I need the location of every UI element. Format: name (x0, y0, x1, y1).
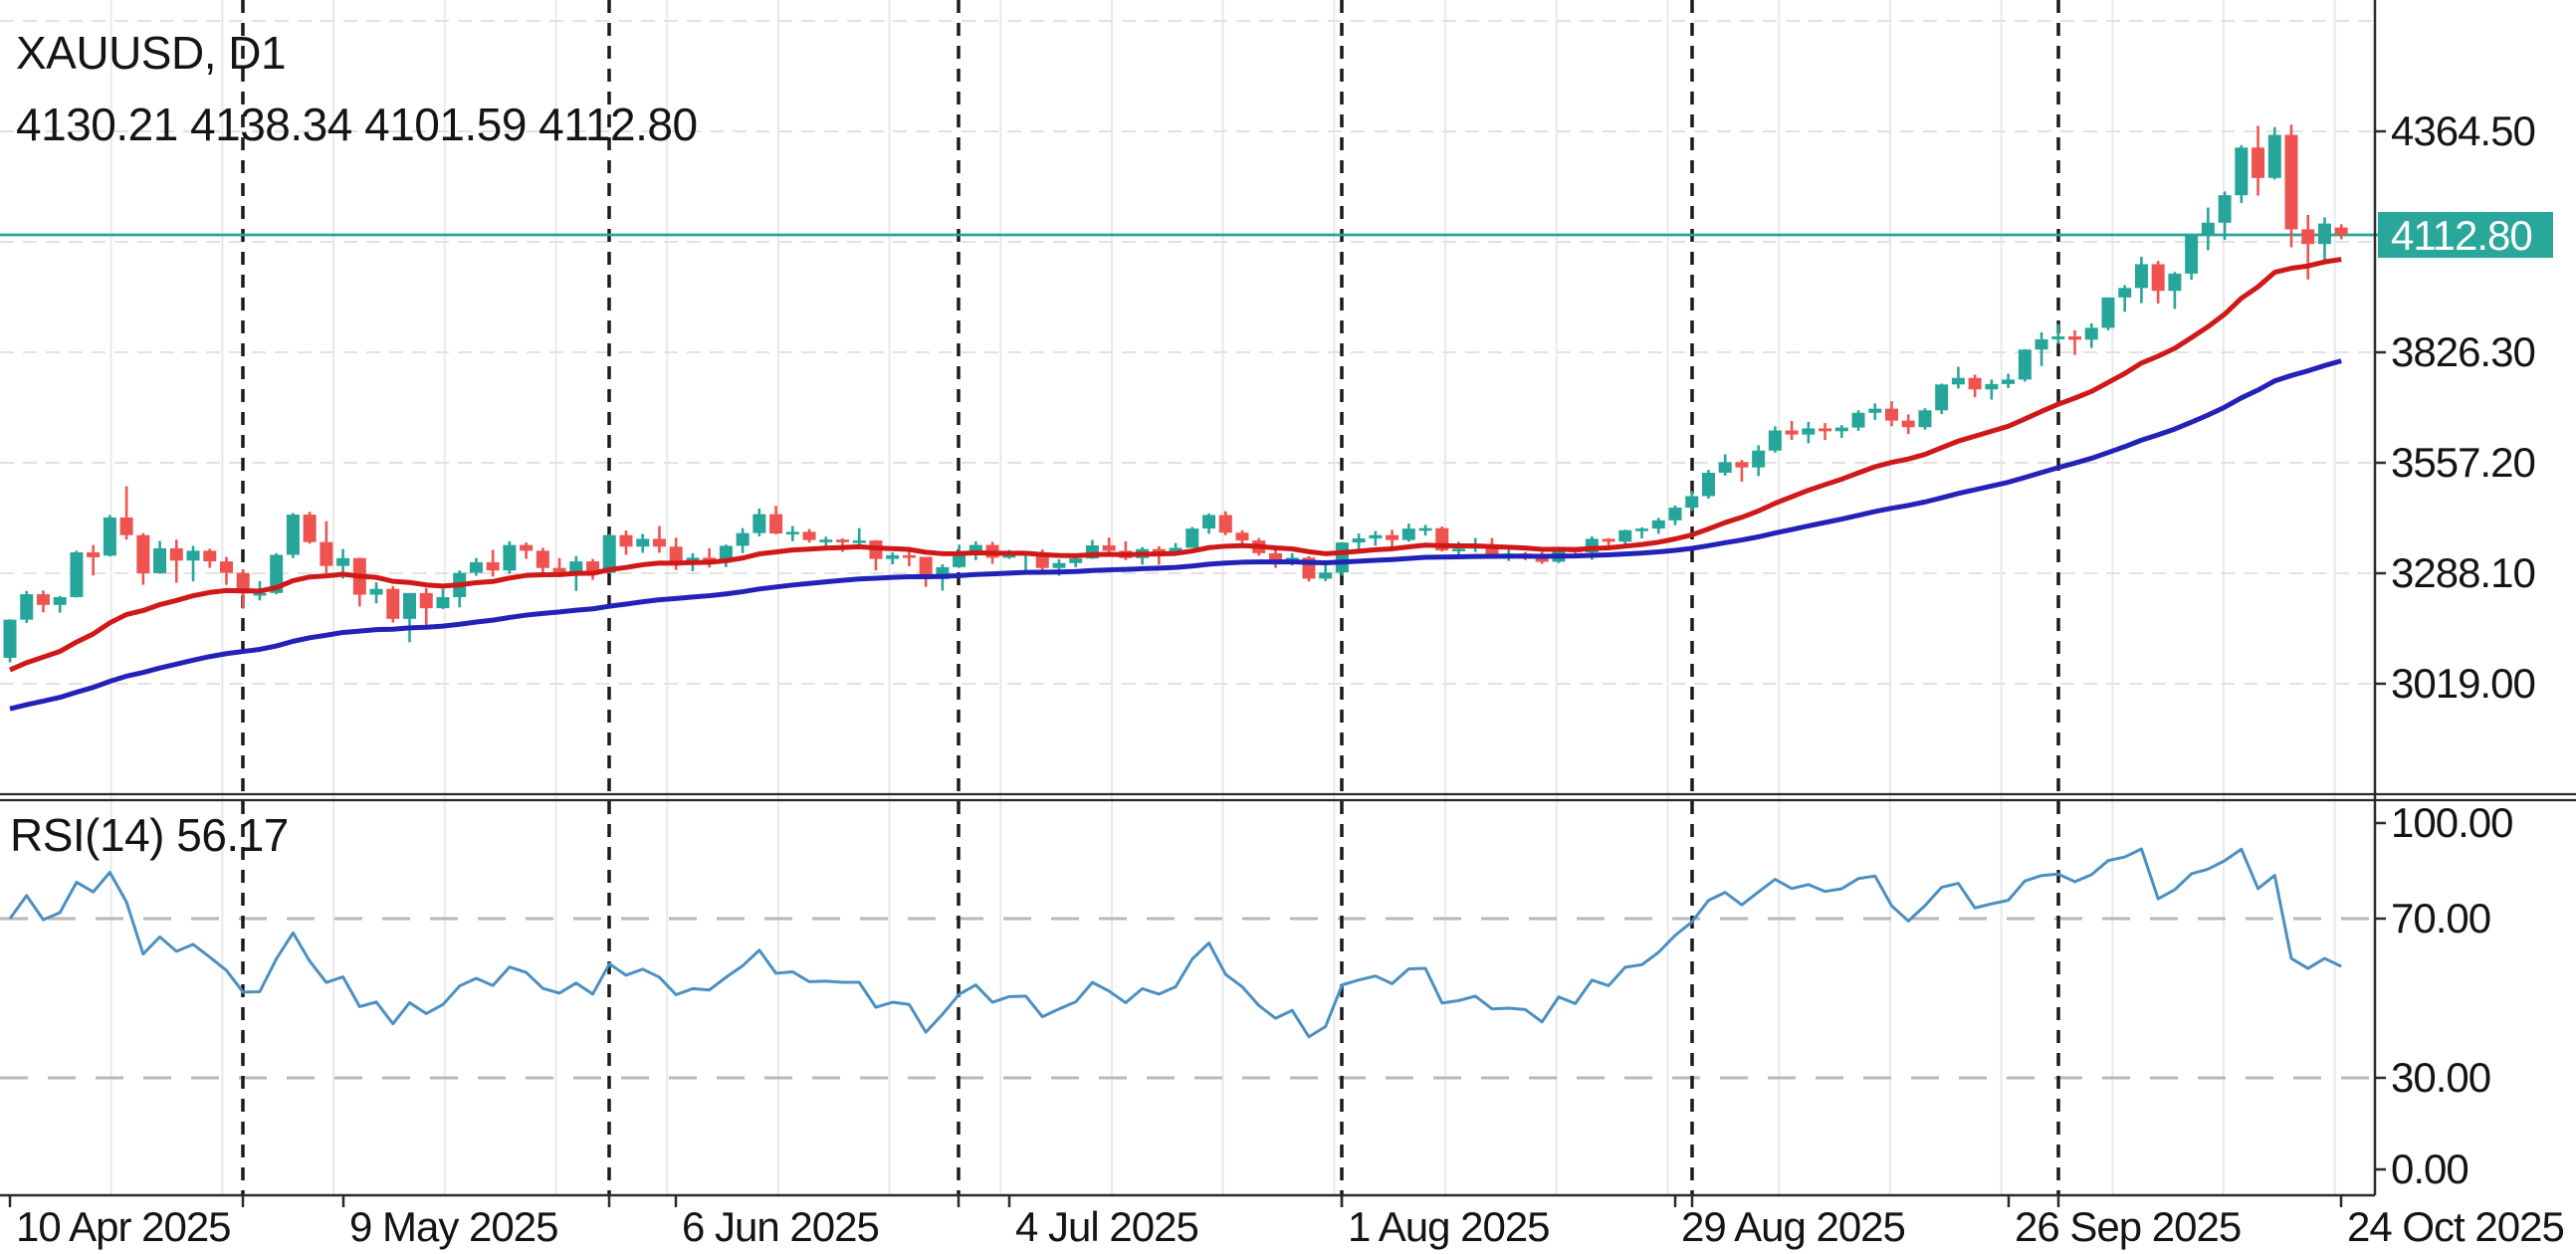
time-axis-label: 9 May 2025 (349, 1203, 557, 1250)
time-axis-label: 29 Aug 2025 (1681, 1203, 1905, 1250)
ma-fast-line (9, 257, 2342, 673)
price-axis-label: 3826.30 (2391, 328, 2535, 375)
rsi-axis-label: 70.00 (2391, 895, 2490, 941)
price-axis-label: 3557.20 (2391, 439, 2535, 486)
time-axis-label: 10 Apr 2025 (16, 1203, 231, 1250)
rsi-axis-label: 100.00 (2391, 799, 2512, 846)
ma-slow-line (9, 358, 2342, 712)
price-axis-label: 3288.10 (2391, 549, 2535, 596)
current-price-tag-text: 4112.80 (2391, 212, 2532, 259)
time-axis-label: 26 Sep 2025 (2015, 1203, 2241, 1250)
current-price-tag: 4112.80 (2378, 212, 2553, 259)
time-axis-label: 1 Aug 2025 (1348, 1203, 1550, 1250)
rsi-axis-label: 0.00 (2391, 1146, 2469, 1192)
time-axis-label: 24 Oct 2025 (2347, 1203, 2564, 1250)
rsi-level-lines (0, 917, 2375, 1080)
price-axis-label: 4364.50 (2391, 107, 2535, 154)
month-separator-lines (241, 0, 2060, 1195)
price-axis-label: 3019.00 (2391, 660, 2535, 707)
rsi-axis-label: 30.00 (2391, 1054, 2490, 1101)
rsi-axis[interactable]: 100.00 70.00 30.00 0.00 (2375, 799, 2513, 1192)
time-axis-label: 4 Jul 2025 (1015, 1203, 1198, 1250)
rsi-line (8, 847, 2342, 1039)
candlestick-series (3, 124, 2348, 663)
time-axis[interactable]: 10 Apr 2025 9 May 2025 6 Jun 2025 4 Jul 202… (8, 1195, 2565, 1250)
grid-layer (0, 0, 2375, 1195)
pane-separator[interactable] (0, 792, 2576, 802)
price-axis[interactable]: 4364.50 3826.30 3557.20 3288.10 3019.00 (2375, 107, 2536, 707)
time-axis-label: 6 Jun 2025 (682, 1203, 879, 1250)
axis-frame (0, 0, 2377, 1197)
